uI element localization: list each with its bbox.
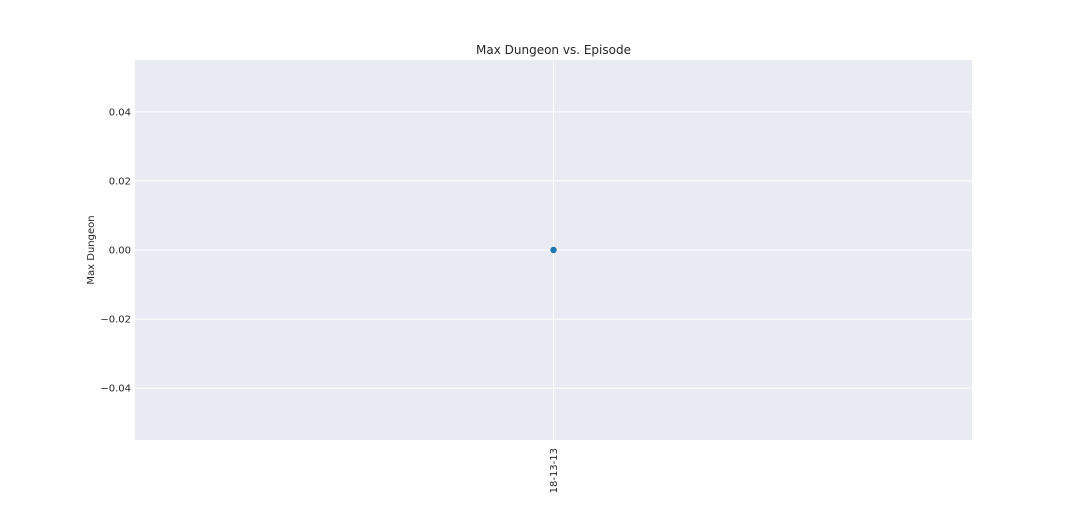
y-tick-label: −0.04 (100, 384, 131, 395)
chart-title: Max Dungeon vs. Episode (476, 43, 631, 57)
y-tick-label: 0.02 (109, 176, 131, 187)
data-point (550, 246, 557, 254)
x-tick-label: 18-13-13 (549, 448, 560, 493)
y-axis-label: Max Dungeon (86, 215, 97, 284)
y-tick-label: 0.00 (109, 246, 131, 257)
y-axis-ticks: 0.04 0.02 0.00 −0.02 −0.04 (100, 107, 131, 394)
y-tick-label: −0.02 (100, 315, 131, 326)
x-axis-ticks: 18-13-13 (549, 448, 560, 493)
y-tick-label: 0.04 (109, 107, 131, 118)
data-points (550, 246, 557, 254)
